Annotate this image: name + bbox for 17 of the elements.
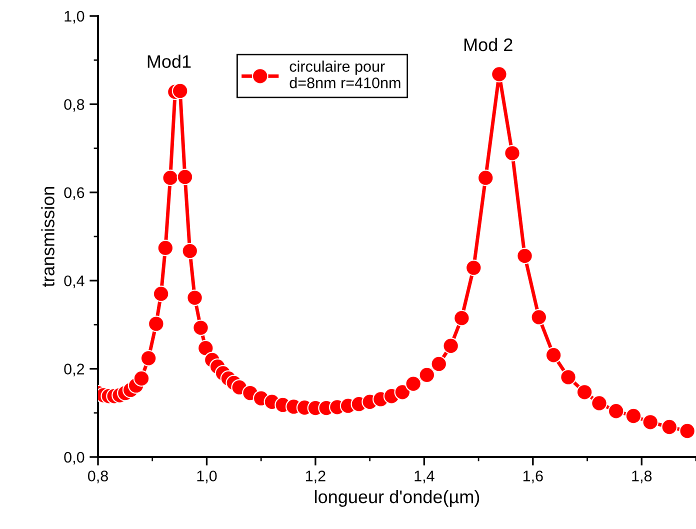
y-tick-label: 0,0 [64, 452, 84, 464]
annotation: Mod1 [148, 54, 191, 68]
x-tick-label: 0,8 [88, 470, 108, 484]
x-tick-label: 1,6 [523, 470, 543, 484]
x-tick-label: 1,2 [306, 470, 326, 484]
x-tick-label: 1,4 [414, 470, 434, 484]
y-tick-label: 0,6 [64, 187, 84, 200]
x-axis-title: longueur d'onde(µm) [315, 490, 480, 507]
legend-label: circulaire pour d=8nm r=410nm [290, 60, 400, 88]
x-tick-label: 1,0 [197, 470, 217, 484]
y-tick-label: 0,2 [64, 364, 84, 376]
y-tick-label: 0,8 [64, 99, 84, 112]
y-tick-label: 0,4 [64, 275, 84, 288]
y-axis-title: transmission [41, 187, 54, 287]
x-tick-label: 1,8 [632, 470, 652, 484]
annotation: Mod 2 [464, 38, 512, 52]
y-tick-label: 1,0 [64, 10, 84, 24]
